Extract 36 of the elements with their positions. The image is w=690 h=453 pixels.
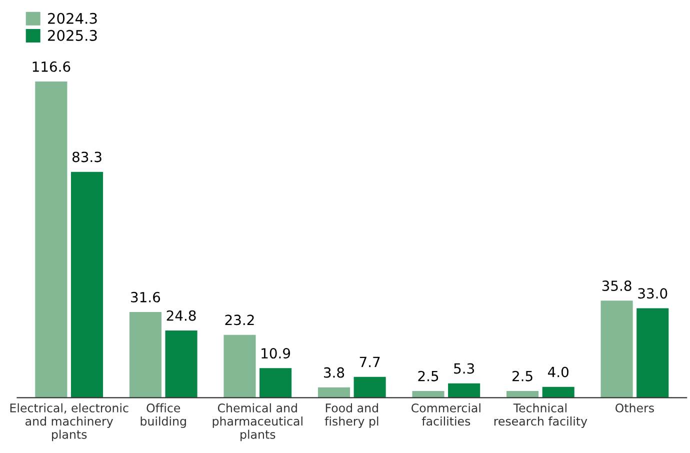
data-label: 116.6 [32, 61, 70, 72]
bar [260, 368, 292, 398]
data-label: 10.9 [262, 348, 290, 359]
bar [600, 300, 633, 398]
data-label: 33.0 [638, 288, 668, 299]
bar [448, 383, 480, 398]
data-label: 35.8 [602, 280, 632, 292]
data-label: 5.3 [454, 363, 474, 374]
bar [224, 334, 256, 398]
data-label: 2.5 [418, 370, 438, 382]
bar [542, 386, 574, 398]
data-label: 4.0 [548, 366, 568, 378]
x-tick-label: Food and fishery pl [324, 403, 378, 428]
bar [35, 82, 68, 398]
bar [318, 387, 350, 398]
bar [636, 308, 669, 398]
legend-label: 2024.3 [48, 12, 97, 24]
bar [412, 390, 444, 398]
data-label: 31.6 [131, 292, 160, 302]
x-tick-label: Chemical and pharmaceutical plants [212, 403, 302, 442]
bar [70, 172, 104, 398]
x-tick-label: Commercial facilities [412, 403, 480, 426]
data-label: 2.5 [512, 370, 532, 382]
data-label: 7.7 [360, 356, 380, 368]
data-label: 3.8 [324, 367, 344, 378]
legend-label: 2025.3 [48, 30, 97, 41]
x-tick-label: Others [616, 403, 654, 412]
bar [354, 376, 386, 398]
data-label: 23.2 [225, 314, 254, 326]
bar [165, 330, 198, 398]
bar [129, 312, 162, 398]
x-tick-label: Electrical, electronic and machinery plants [10, 403, 128, 442]
data-label: 83.3 [72, 152, 102, 162]
data-label: 24.8 [166, 310, 196, 321]
x-tick-label: Technical research facility [494, 403, 588, 428]
x-tick-label: Office building [140, 403, 186, 428]
